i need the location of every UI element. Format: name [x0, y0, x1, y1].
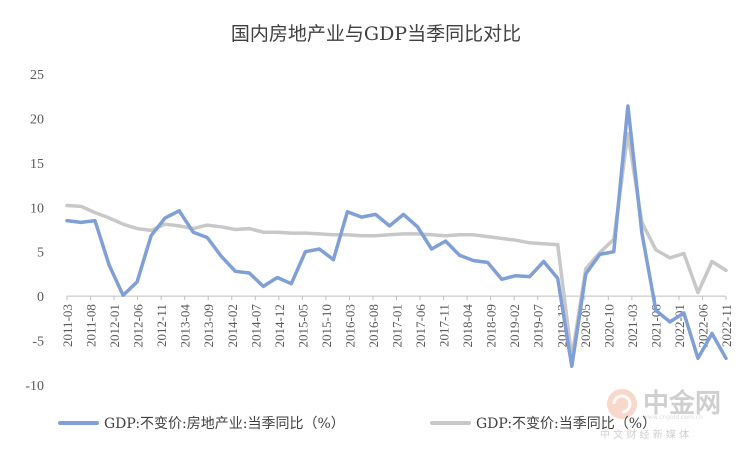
x-tick-label: 2013-04: [178, 304, 193, 348]
x-axis-tick-marks: [66, 296, 727, 301]
y-tick-label: 0: [37, 290, 44, 305]
y-tick-label: 10: [30, 201, 44, 216]
x-tick-label: 2017-06: [413, 304, 428, 348]
watermark: 中金网 www.cngold.com.cn 中 文 财 经 新 媒 体: [600, 388, 721, 441]
watermark-logo-icon: [607, 389, 637, 419]
x-tick-label: 2017-01: [390, 304, 405, 347]
x-tick-label: 2012-06: [131, 304, 146, 348]
y-tick-label: -10: [25, 379, 44, 394]
watermark-subtitle: 中 文 财 经 新 媒 体: [600, 428, 689, 441]
chart-title: 国内房地产业与GDP当季同比对比: [231, 23, 521, 45]
x-axis-tick-labels: 2011-03 2011-08 2012-01 2012-06 2012-11 2013-…: [60, 304, 734, 348]
x-tick-label: 2014-12: [272, 304, 287, 347]
y-tick-label: 20: [30, 112, 44, 127]
x-tick-label: 2015-10: [319, 304, 334, 347]
y-tick-label: 25: [30, 68, 44, 83]
x-tick-label: 2021-03: [625, 304, 640, 347]
x-tick-label: 2012-01: [107, 304, 122, 347]
watermark-url: www.cngold.com.cn: [643, 414, 703, 421]
x-tick-label: 2013-09: [201, 304, 216, 347]
x-tick-label: 2014-02: [225, 304, 240, 347]
x-tick-label: 2011-08: [84, 304, 99, 347]
x-tick-label: 2016-03: [342, 304, 357, 347]
x-tick-label: 2020-10: [601, 304, 616, 347]
y-axis-ticks: 25 20 15 10 5 0 -5 -10: [25, 68, 44, 394]
x-tick-label: 2018-04: [460, 304, 475, 348]
x-tick-label: 2018-09: [484, 304, 499, 347]
x-tick-label: 2014-07: [248, 304, 263, 348]
y-tick-label: -5: [32, 335, 44, 350]
legend-label-series-0: GDP:不变价:房地产业:当季同比（%）: [104, 416, 345, 432]
legend-label-series-1: GDP:不变价:当季同比（%）: [476, 416, 656, 432]
x-tick-label: 2019-07: [531, 304, 546, 348]
x-tick-label: 2022-11: [719, 304, 734, 347]
x-tick-label: 2015-05: [295, 304, 310, 347]
x-tick-label: 2017-11: [437, 304, 452, 347]
x-tick-label: 2020-05: [578, 304, 593, 347]
watermark-logo-swirl-icon: [612, 394, 632, 414]
y-tick-label: 5: [37, 246, 44, 261]
x-tick-label: 2016-08: [366, 304, 381, 347]
watermark-name: 中金网: [643, 388, 721, 419]
x-tick-label: 2022-06: [695, 304, 710, 348]
x-tick-label: 2012-11: [154, 304, 169, 347]
x-tick-label: 2019-02: [507, 304, 522, 347]
series-layer: [65, 104, 728, 369]
x-tick-label: 2011-03: [60, 304, 75, 347]
series-line-0: [65, 104, 728, 369]
x-tick-label: 2022-01: [672, 304, 687, 347]
legend: GDP:不变价:房地产业:当季同比（%） GDP:不变价:当季同比（%）: [58, 416, 656, 432]
y-tick-label: 15: [30, 157, 44, 172]
